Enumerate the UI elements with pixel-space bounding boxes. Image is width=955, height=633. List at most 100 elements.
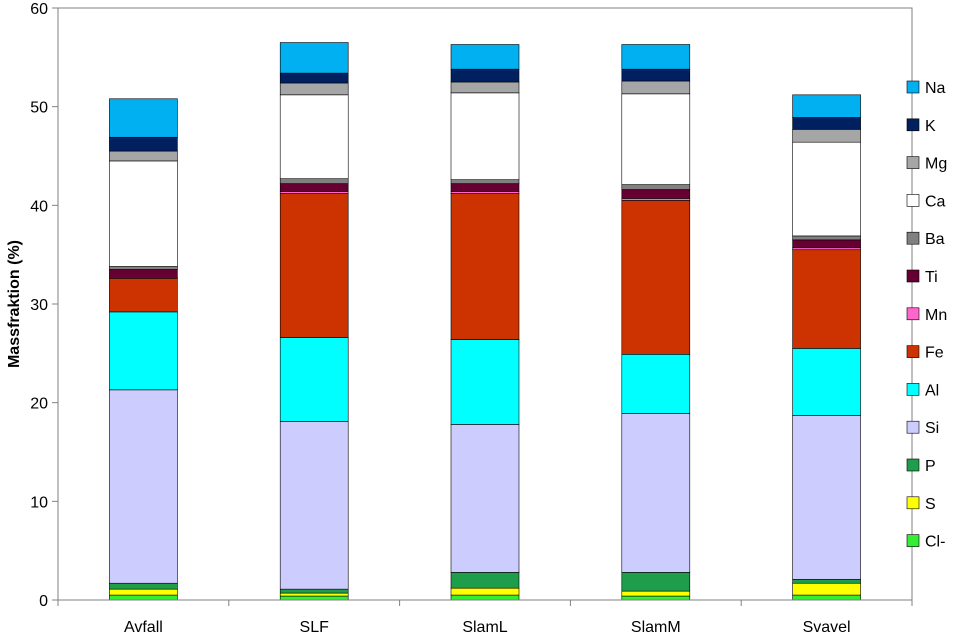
legend-label: Cl- <box>925 534 945 551</box>
bar-segment <box>109 160 178 267</box>
x-category-label: SlamL <box>462 619 507 633</box>
bar-segment <box>450 81 520 94</box>
y-tick-label: 60 <box>30 1 48 18</box>
x-axis-ticks: Avfall SLF SlamL SlamM Svavel <box>57 600 913 633</box>
bar-segment <box>450 44 520 70</box>
bar-segment <box>109 582 178 590</box>
bar-segment <box>450 572 520 589</box>
legend-swatch <box>906 420 920 434</box>
bar-segment <box>792 348 861 416</box>
legend-swatch <box>906 307 920 321</box>
bar-segment <box>109 98 178 138</box>
legend-label: Na <box>925 80 946 97</box>
bar-segment <box>621 572 691 592</box>
bar-segment <box>792 239 861 249</box>
bar-segment <box>450 424 520 573</box>
legend-swatch <box>906 269 920 283</box>
bar-segment <box>621 354 691 414</box>
y-tick-label: 20 <box>30 396 48 413</box>
bar-segment <box>279 82 349 96</box>
legend: Na K Mg Ca Ba Ti Mn Fe Al Si P S Cl- <box>906 80 947 551</box>
bar-segment <box>792 415 861 580</box>
bars-group <box>109 42 861 601</box>
legend-label: P <box>925 458 936 475</box>
legend-label: Si <box>925 420 939 437</box>
legend-swatch <box>906 231 920 245</box>
legend-swatch <box>906 458 920 472</box>
bar-segment <box>109 588 178 596</box>
bar-segment <box>109 594 178 601</box>
bar-segment <box>621 590 691 597</box>
bar-segment <box>279 178 349 184</box>
bar-segment <box>109 311 178 391</box>
bar-segment <box>279 193 349 338</box>
bar-segment <box>621 68 691 82</box>
legend-label: Fe <box>925 345 944 362</box>
bar-segment <box>450 339 520 425</box>
x-category-label: Avfall <box>124 619 163 633</box>
bar-segment <box>109 266 178 270</box>
legend-label: Ba <box>925 231 945 248</box>
bar-segment <box>792 117 861 130</box>
bar-segment <box>792 129 861 143</box>
bar-segment <box>279 42 349 74</box>
bar-segment <box>109 150 178 162</box>
y-tick-label: 10 <box>30 494 48 511</box>
bar-segment <box>450 179 520 184</box>
bar-segment <box>792 249 861 349</box>
bar-segment <box>792 141 861 237</box>
bar-segment <box>450 587 520 596</box>
y-axis-ticks: 0 10 20 30 40 50 60 <box>30 1 58 610</box>
legend-swatch <box>906 383 920 396</box>
bar-segment <box>621 44 691 70</box>
bar-segment <box>450 594 520 601</box>
bar-segment <box>621 413 691 573</box>
legend-label: S <box>925 496 936 513</box>
legend-swatch <box>906 534 920 547</box>
legend-swatch <box>906 118 920 132</box>
bar-segment <box>279 337 349 422</box>
bar-segment <box>792 94 861 118</box>
x-category-label: SlamM <box>631 619 681 633</box>
bar-segment <box>792 594 861 601</box>
legend-swatch <box>906 80 920 94</box>
bar-segment <box>450 92 520 180</box>
bar-segment <box>450 193 520 340</box>
y-tick-label: 0 <box>39 593 48 610</box>
bar-segment <box>109 269 178 278</box>
legend-label: Ti <box>925 269 938 286</box>
bar-segment <box>109 389 178 584</box>
bar-segment <box>792 578 861 584</box>
y-tick-label: 40 <box>30 198 48 215</box>
bar-segment <box>279 183 349 192</box>
bar-segment <box>792 235 861 241</box>
y-tick-label: 30 <box>30 297 48 314</box>
bar-segment <box>109 136 178 152</box>
bar-segment <box>109 278 178 313</box>
legend-label: Ca <box>925 193 946 210</box>
bar-segment <box>621 80 691 95</box>
x-category-label: Svavel <box>803 619 851 633</box>
y-axis-title: Massfraktion (%) <box>6 240 23 368</box>
bar-segment <box>621 200 691 355</box>
legend-label: K <box>925 118 936 135</box>
legend-label: Mg <box>925 156 947 173</box>
bar-segment <box>621 189 691 199</box>
x-category-label: SLF <box>300 619 330 633</box>
bar-segment <box>279 588 349 594</box>
bar-segment <box>450 68 520 83</box>
legend-swatch <box>906 345 920 358</box>
bar-segment <box>279 421 349 590</box>
legend-label: Mn <box>925 307 947 324</box>
legend-label: Al <box>925 382 939 399</box>
bar-segment <box>279 595 349 601</box>
bar-segment <box>279 72 349 84</box>
bar-segment <box>792 582 861 596</box>
bar-segment <box>450 183 520 192</box>
bar-segment <box>621 93 691 185</box>
bar-segment <box>621 595 691 601</box>
y-tick-label: 50 <box>30 100 48 117</box>
legend-swatch <box>906 156 920 169</box>
bar-segment <box>621 184 691 190</box>
